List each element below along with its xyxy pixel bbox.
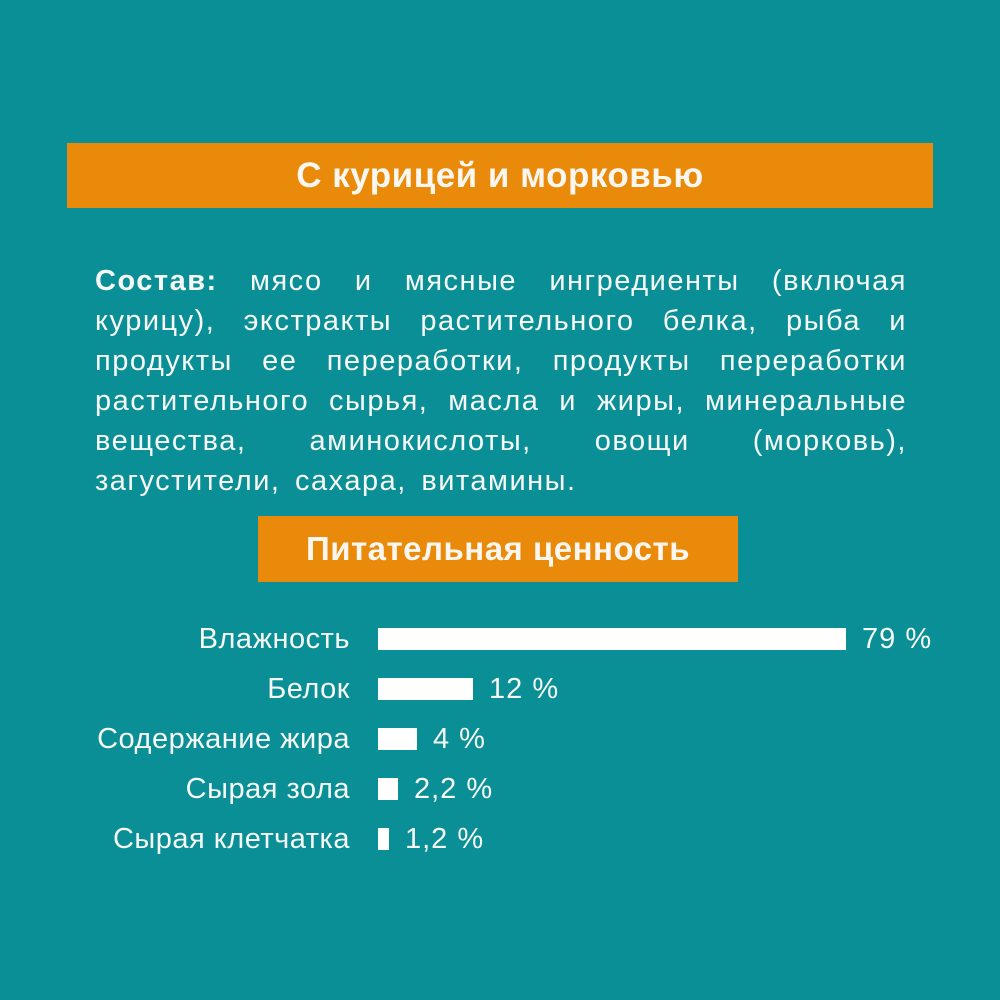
bar-fiber (378, 828, 389, 850)
bar-fat (378, 728, 417, 750)
nutrition-title: Питательная ценность (305, 530, 691, 567)
chart-row-moisture: Влажность 79 % (60, 614, 960, 664)
nutrition-bar-chart: Влажность 79 % Белок 12 % Содержание жир… (60, 614, 960, 864)
bar-value-fiber: 1,2 % (405, 822, 485, 855)
chart-label-ash: Сырая зола (185, 772, 350, 805)
chart-label-fiber: Сырая клетчатка (112, 822, 350, 855)
chart-row-fat: Содержание жира 4 % (60, 714, 960, 764)
bar-moisture (378, 628, 846, 650)
bar-value-protein: 12 % (489, 672, 560, 705)
bar-ash (378, 778, 398, 800)
product-flavor-banner: С курицей и морковью (67, 143, 933, 208)
bar-value-moisture: 79 % (862, 622, 933, 655)
composition-label: Состав: (95, 265, 218, 297)
chart-label-moisture: Влажность (198, 622, 350, 655)
nutrition-banner: Питательная ценность (258, 516, 738, 582)
chart-row-ash: Сырая зола 2,2 % (60, 764, 960, 814)
chart-row-protein: Белок 12 % (60, 664, 960, 714)
bar-value-ash: 2,2 % (414, 772, 494, 805)
bar-value-fat: 4 % (433, 722, 486, 755)
product-flavor-title: С курицей и морковью (296, 155, 704, 195)
chart-label-protein: Белок (267, 672, 350, 705)
chart-row-fiber: Сырая клетчатка 1,2 % (60, 814, 960, 864)
bar-protein (378, 678, 473, 700)
chart-label-fat: Содержание жира (97, 722, 350, 755)
composition-text: мясо и мясные ингредиенты (включая куриц… (95, 265, 907, 497)
composition-paragraph: Состав: мясо и мясные ингредиенты (включ… (95, 261, 907, 501)
